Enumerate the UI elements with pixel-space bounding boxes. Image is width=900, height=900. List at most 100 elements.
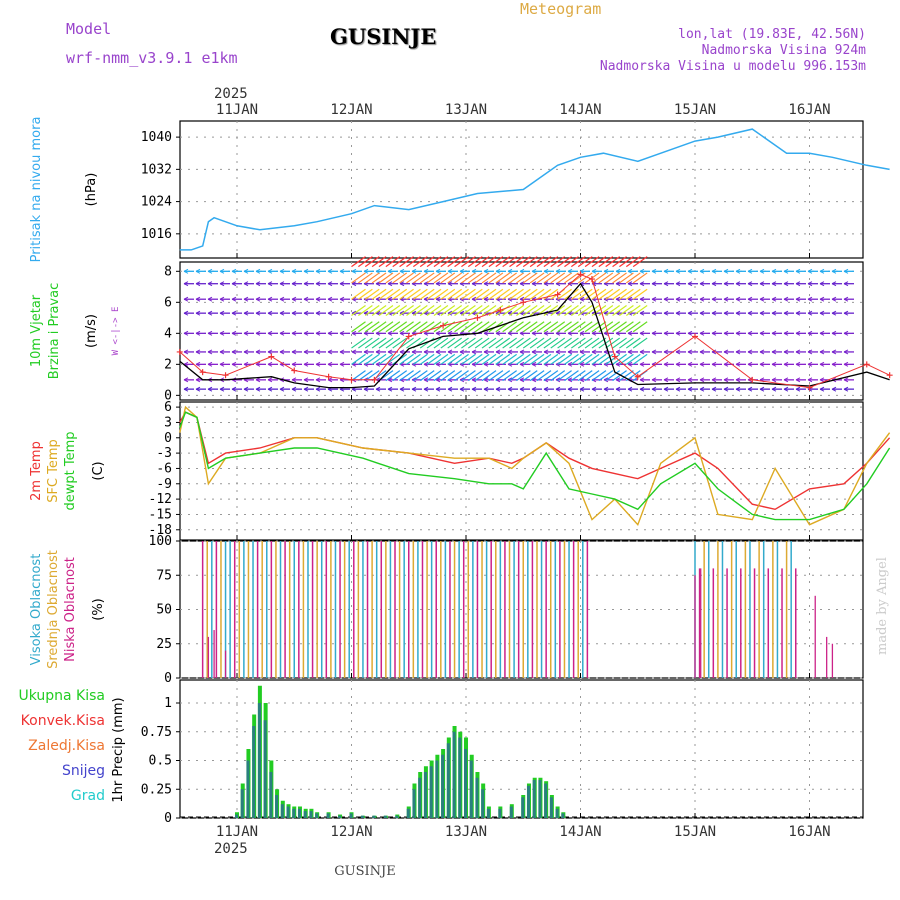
wind-barb-head xyxy=(423,386,429,392)
y-tick-label: 50 xyxy=(156,603,172,618)
wind-barb-head xyxy=(231,330,237,336)
storm-barb xyxy=(529,321,545,333)
wind-barb-head xyxy=(195,281,201,287)
wind-barb-head xyxy=(843,268,849,274)
wind-barb-head xyxy=(711,310,717,316)
wind-barb-head xyxy=(471,296,477,302)
storm-barb xyxy=(419,353,435,365)
storm-barb xyxy=(529,337,545,349)
storm-barb xyxy=(419,272,435,284)
wind-barb-head xyxy=(723,296,729,302)
storm-barb xyxy=(632,305,648,316)
storm-barb xyxy=(584,353,600,365)
storm-barb xyxy=(351,353,366,365)
storm-barb xyxy=(412,305,428,316)
storm-barb xyxy=(454,305,469,316)
wind-barb-head xyxy=(507,330,513,336)
storm-barb xyxy=(406,353,421,365)
storm-barb xyxy=(440,288,456,300)
wind-barb-head xyxy=(195,310,201,316)
precip-bar-snow xyxy=(458,737,462,818)
wind-barb-head xyxy=(363,268,369,274)
storm-barb xyxy=(474,353,490,365)
wind-barb-head xyxy=(783,281,789,287)
storm-barb xyxy=(577,272,593,284)
precip-bar-snow xyxy=(475,777,479,818)
wind-barb-head xyxy=(615,281,621,287)
storm-barb xyxy=(516,305,531,316)
gust-marker xyxy=(199,369,206,376)
y-axis-label: SFC Temp xyxy=(46,439,61,503)
wind-barb-head xyxy=(579,361,585,367)
x-day-label-bottom: 12JAN xyxy=(330,824,372,840)
storm-barb xyxy=(412,321,428,333)
storm-barb xyxy=(536,337,552,349)
storm-barb xyxy=(557,305,572,316)
y-tick-label: 6 xyxy=(164,295,172,310)
wind-barb-head xyxy=(291,377,297,383)
storm-barb xyxy=(577,256,593,268)
precip-bar-snow xyxy=(303,811,307,818)
storm-barb xyxy=(467,370,483,382)
wind-barb-head xyxy=(663,296,669,302)
y-tick-label: 1040 xyxy=(141,130,172,145)
wind-barb-head xyxy=(519,349,525,355)
precip-bar-snow xyxy=(412,789,416,818)
wind-barb-head xyxy=(519,377,525,383)
gust-marker xyxy=(222,372,229,379)
precip-legend-label: Zaledj.Kisa xyxy=(28,738,105,754)
wind-barb-head xyxy=(795,361,801,367)
wind-barb-head xyxy=(183,330,189,336)
storm-barb xyxy=(461,272,476,284)
storm-barb xyxy=(392,321,408,333)
storm-barb xyxy=(392,370,408,382)
storm-barb xyxy=(509,288,524,300)
pressure-line xyxy=(179,128,890,251)
y-axis-label: Niska Oblacnost xyxy=(63,557,78,662)
storm-barb xyxy=(392,256,408,268)
storm-barb xyxy=(454,337,469,349)
storm-barb xyxy=(440,272,456,284)
precip-bar-snow xyxy=(338,815,342,818)
wind-barb-head xyxy=(555,349,561,355)
wind-barb-head xyxy=(699,281,705,287)
wind-barb-head xyxy=(195,361,201,367)
wind-barb-head xyxy=(615,361,621,367)
wind-barb-head xyxy=(759,386,765,392)
storm-barb xyxy=(358,370,373,382)
storm-barb xyxy=(378,321,394,333)
storm-barb xyxy=(632,288,648,300)
wind-barb-head xyxy=(387,349,393,355)
watermark: made by Angel xyxy=(875,557,890,655)
wind-barb-head xyxy=(447,349,453,355)
wind-barb-head xyxy=(747,310,753,316)
storm-barb xyxy=(406,305,421,316)
wind-barb-head xyxy=(675,296,681,302)
x-day-label-bottom: 13JAN xyxy=(445,824,487,840)
storm-barb xyxy=(474,272,490,284)
storm-barb xyxy=(502,272,517,284)
wind-barb-head xyxy=(591,386,597,392)
storm-barb xyxy=(447,337,463,349)
wind-barb-head xyxy=(783,349,789,355)
y-tick-label: 4 xyxy=(164,326,172,341)
storm-barb xyxy=(358,337,373,349)
gust-marker xyxy=(749,376,756,383)
y-tick-label: 2 xyxy=(164,357,172,372)
storm-barb xyxy=(461,256,476,268)
storm-barb xyxy=(447,288,463,300)
y-axis-label: 2m Temp xyxy=(29,441,44,501)
storm-barb xyxy=(495,353,511,365)
coords-label: lon,lat (19.83E, 42.56N) xyxy=(678,27,866,42)
gust-marker xyxy=(692,333,698,340)
storm-barb xyxy=(619,321,634,333)
storm-barb xyxy=(461,353,476,365)
storm-barb xyxy=(543,256,559,268)
wind-barb-head xyxy=(387,268,393,274)
storm-barb xyxy=(557,288,572,300)
storm-barb xyxy=(522,321,538,333)
wind-barb-head xyxy=(711,296,717,302)
wind-barb-head xyxy=(675,377,681,383)
wind-barb-head xyxy=(363,310,369,316)
storm-barb xyxy=(612,337,627,349)
